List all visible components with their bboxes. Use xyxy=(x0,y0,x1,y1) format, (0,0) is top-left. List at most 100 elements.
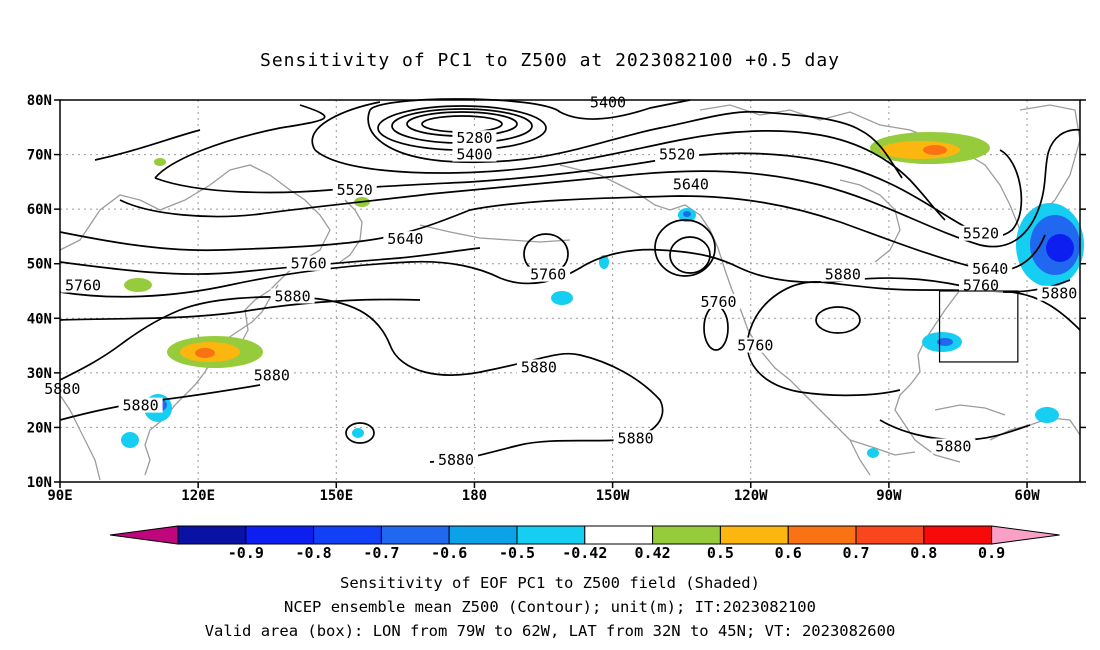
colorbar-seg-1 xyxy=(245,525,315,545)
colorbar-label-0.9: 0.9 xyxy=(978,544,1005,562)
contour-label-bg-18 xyxy=(249,367,294,383)
contour-label-5760: 5760 xyxy=(737,337,773,355)
contour-label-bg-22 xyxy=(613,430,658,446)
lat-label-40N: 40N xyxy=(27,311,52,327)
colorbar-seg-9 xyxy=(787,525,857,545)
contour-5520 xyxy=(154,104,1023,238)
colorbar-label--0.7: -0.7 xyxy=(363,544,399,562)
contour-5760-low-california xyxy=(703,305,729,351)
colorbar-seg-8 xyxy=(719,525,789,545)
lat-label-60N: 60N xyxy=(27,202,52,218)
colorbar-label--0.5: -0.5 xyxy=(499,544,535,562)
axis-ticks xyxy=(54,99,1086,488)
shade-orange-greenland xyxy=(880,141,960,159)
coast-alaska xyxy=(559,164,871,476)
contour-label-bg-23 xyxy=(434,452,479,468)
shade-deepblue-atlantic xyxy=(1046,234,1074,262)
contour-label-5760: 5760 xyxy=(65,277,101,295)
contour-label-bg-17 xyxy=(733,337,778,353)
colorbar-min-arrow xyxy=(109,525,179,545)
contour-label-bg-3 xyxy=(655,146,700,162)
contour-label-bg-13 xyxy=(968,261,1013,277)
shade-lightblue-bay xyxy=(121,432,139,448)
colorbar-label-0.8: 0.8 xyxy=(910,544,937,562)
contour-label-5880: 5880 xyxy=(618,429,654,447)
contour-5940-high xyxy=(815,306,861,334)
contour-label-bg-6 xyxy=(383,231,428,247)
contour-5700-low-alaska xyxy=(669,236,711,274)
contour-label-5760: 5760 xyxy=(530,266,566,284)
coast-japan xyxy=(214,284,279,346)
colorbar-seg-11 xyxy=(923,525,993,545)
coast-mexico xyxy=(849,439,916,456)
contour-label-bg-5 xyxy=(668,176,713,192)
coast-south-america xyxy=(989,417,1081,441)
contour-label-5880: 5880 xyxy=(1041,285,1077,303)
caption-valid-area: Valid area (box): LON from 79W to 62W, L… xyxy=(204,622,896,640)
contour-label-bg-16 xyxy=(696,293,741,309)
contour-label-bg-14 xyxy=(958,277,1003,293)
colorbar-seg-0 xyxy=(177,525,247,545)
lat-label-10N: 10N xyxy=(27,475,52,491)
colorbar-label--0.9: -0.9 xyxy=(228,544,264,562)
colorbar-label-0.6: 0.6 xyxy=(775,544,802,562)
sensitivity-shading xyxy=(121,132,1084,458)
contour-5880-hawaii xyxy=(345,422,375,444)
contour-5640-low-alaska xyxy=(654,219,716,277)
coast-aleutians xyxy=(419,224,571,243)
contour-label-5400: 5400 xyxy=(590,94,626,112)
contour-label-bg-11 xyxy=(270,288,315,304)
lat-label-20N: 20N xyxy=(27,420,52,436)
contour-label-bg-0 xyxy=(585,94,630,110)
contour-label-bg-20 xyxy=(40,381,85,397)
contour-label-5880: 5880 xyxy=(521,358,557,376)
colorbar-seg-5 xyxy=(516,525,586,545)
contour-label-5760: 5760 xyxy=(291,255,327,273)
coast-us-east xyxy=(894,289,961,463)
colorbar-seg-2 xyxy=(313,525,382,545)
lat-label-80N: 80N xyxy=(27,93,52,109)
shade-darkorange-greenland xyxy=(923,145,947,155)
colorbar-label-0.7: 0.7 xyxy=(842,544,869,562)
shade-green-china xyxy=(124,278,152,292)
contour-label-bg-24 xyxy=(931,438,976,454)
lon-label-150E: 150E xyxy=(319,488,353,504)
contour-5400 xyxy=(367,98,903,179)
shade-darkorange-japan xyxy=(195,348,215,358)
shade-lightblue-pacific xyxy=(551,291,573,305)
shade-lightblue-caribbean xyxy=(1035,407,1059,423)
lat-label-30N: 30N xyxy=(27,366,52,382)
contour-label-5520: 5520 xyxy=(659,146,695,164)
shade-lightblue-hawaii xyxy=(352,428,364,438)
coast-kamchatka xyxy=(339,199,363,263)
contour-label-5880: 5880 xyxy=(44,380,80,398)
contour-5580 xyxy=(94,128,1081,248)
contour-label-5520: 5520 xyxy=(337,181,373,199)
contour-label-5880: 5880 xyxy=(254,367,290,385)
contour-5880-west xyxy=(59,296,664,463)
lat-lon-grid xyxy=(60,100,1080,482)
shade-green-siberia xyxy=(154,158,166,166)
coast-canada-arctic xyxy=(699,104,1051,269)
contour-label-bg-8 xyxy=(286,255,331,271)
contour-label-5640: 5640 xyxy=(972,260,1008,278)
contour-5880-east xyxy=(746,281,1081,397)
contour-label-5880: 5880 xyxy=(438,451,474,469)
colorbar-seg-3 xyxy=(380,525,450,545)
contour-label-bg-10 xyxy=(61,277,106,293)
lon-label-120W: 120W xyxy=(734,488,768,504)
contour-label-5760: 5760 xyxy=(700,293,736,311)
contour-label-5760: 5760 xyxy=(963,277,999,295)
contour-label-5880: 5880 xyxy=(274,287,310,305)
shade-lightblue-pacific-2 xyxy=(599,255,609,269)
shade-blue-gulf-alaska xyxy=(683,211,691,217)
colorbar-label-0.42: 0.42 xyxy=(635,544,671,562)
contour-label-5880: 5880 xyxy=(123,397,159,415)
contour-label-bg-7 xyxy=(958,225,1003,241)
contour-label-5640: 5640 xyxy=(673,176,709,194)
contour-label-bg-9 xyxy=(526,266,571,282)
contour-5640 xyxy=(59,195,1046,272)
